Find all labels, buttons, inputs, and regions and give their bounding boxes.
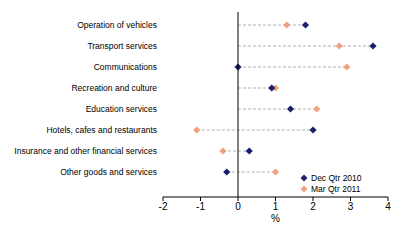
connector — [197, 130, 313, 131]
connector — [238, 46, 373, 47]
data-point — [272, 168, 279, 175]
category-label: Other goods and services — [60, 167, 157, 177]
zero-line — [238, 12, 239, 197]
x-axis-label: % — [271, 213, 280, 224]
data-point — [219, 147, 226, 154]
data-point — [336, 42, 343, 49]
x-tick-label: 2 — [310, 201, 316, 212]
category-label: Insurance and other financial services — [14, 146, 157, 156]
legend-marker — [301, 186, 308, 193]
category-label: Communications — [94, 62, 157, 72]
legend-marker — [301, 175, 308, 182]
chart: -2 -1 0 1 2 3 4% Operation of vehicles Transport… — [0, 0, 397, 227]
data-point — [313, 105, 320, 112]
x-tick-label: 4 — [385, 201, 391, 212]
data-point — [302, 21, 309, 28]
data-point — [193, 126, 200, 133]
x-tick-label: 1 — [273, 201, 279, 212]
category-label: Transport services — [87, 41, 157, 51]
data-point — [343, 63, 350, 70]
data-point — [309, 126, 316, 133]
x-tick-label: 0 — [235, 201, 241, 212]
legend-label: Mar Qtr 2011 — [311, 184, 361, 194]
x-tick-label: -2 — [159, 201, 168, 212]
x-tick-label: 3 — [348, 201, 354, 212]
category-label: Recreation and culture — [71, 83, 157, 93]
category-label: Operation of vehicles — [77, 20, 157, 30]
connector — [227, 172, 276, 173]
data-point — [369, 42, 376, 49]
x-tick-label: -1 — [196, 201, 205, 212]
connector — [223, 151, 249, 152]
connector — [238, 109, 317, 110]
connector — [238, 67, 347, 68]
data-point — [223, 168, 230, 175]
category-label: Education services — [86, 104, 157, 114]
category-label: Hotels, cafes and restaurants — [46, 125, 157, 135]
connector — [238, 25, 306, 26]
data-point — [246, 147, 253, 154]
data-point — [287, 105, 294, 112]
data-point — [283, 21, 290, 28]
plot-area — [193, 21, 376, 175]
legend-label: Dec Qtr 2010 — [311, 173, 362, 183]
data-point — [268, 84, 275, 91]
